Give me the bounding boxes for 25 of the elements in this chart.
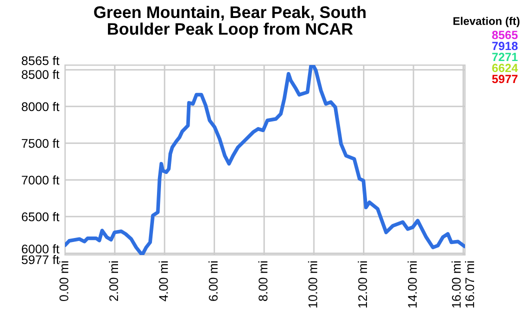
x-tick-label: 6.00 mi bbox=[208, 261, 218, 301]
x-tick-label: 8.00 mi bbox=[258, 261, 268, 301]
text: 7271 bbox=[492, 52, 518, 62]
x-tick-label: 16.00 mi bbox=[452, 261, 461, 308]
y-tick-label: 5977 ft bbox=[22, 255, 60, 264]
x-tick-label: 4.00 mi bbox=[158, 261, 168, 302]
y-tick-label: 8565 ft bbox=[22, 56, 60, 66]
y-tick-label: 8500 ft bbox=[22, 70, 60, 79]
x-tick-label: 16.07 mi bbox=[465, 261, 474, 308]
y-tick-label: 6500 ft bbox=[22, 212, 60, 222]
chart-title: Green Mountain, Bear Peak, South Boulder Peak Loop from NCAR bbox=[94, 6, 366, 38]
x-tick-label: 14.00 mi bbox=[408, 261, 417, 308]
text: 6624 bbox=[492, 64, 518, 72]
text: 7918 bbox=[492, 42, 518, 50]
y-tick-label: 7000 ft bbox=[22, 175, 60, 185]
x-tick-label: 2.00 mi bbox=[108, 261, 118, 301]
x-tick-label: 10.00 mi bbox=[308, 261, 318, 308]
x-tick-label: 0.00 mi bbox=[59, 261, 68, 302]
y-tick-label: 8000 ft bbox=[22, 102, 60, 112]
text: 8565 bbox=[492, 30, 518, 40]
y-tick-label: 7500 ft bbox=[22, 138, 60, 148]
legend-title: Elevation (ft) bbox=[453, 16, 520, 28]
text: 5977 bbox=[492, 74, 518, 84]
x-tick-label: 12.00 mi bbox=[358, 261, 368, 308]
y-tick-label: 6000 ft bbox=[22, 244, 60, 254]
